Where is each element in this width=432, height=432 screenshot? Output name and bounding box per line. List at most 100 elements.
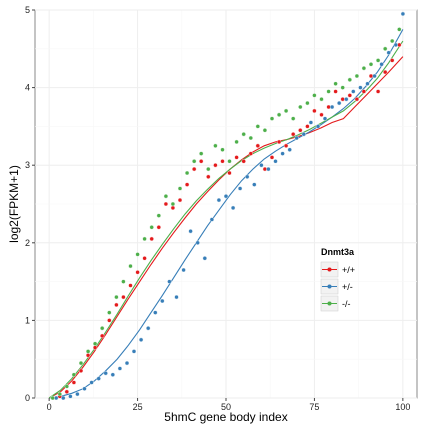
data-point xyxy=(287,147,292,152)
data-point xyxy=(153,310,158,315)
data-point xyxy=(92,345,98,350)
data-point xyxy=(234,155,239,160)
data-point xyxy=(393,42,398,48)
data-point xyxy=(298,104,303,110)
data-point xyxy=(283,143,289,149)
data-point xyxy=(315,124,321,129)
legend-label-minusminus: -/- xyxy=(342,299,351,309)
data-point xyxy=(103,371,108,376)
data-point xyxy=(68,394,73,399)
data-point xyxy=(379,62,384,67)
data-point xyxy=(223,193,229,199)
legend-title: Dnmt3a xyxy=(321,247,355,257)
data-point xyxy=(156,225,162,230)
data-point xyxy=(96,376,101,381)
data-point xyxy=(361,89,367,94)
data-point xyxy=(383,69,388,75)
data-point xyxy=(230,205,236,211)
data-point xyxy=(114,294,119,300)
data-point xyxy=(390,58,395,63)
data-point xyxy=(241,159,246,164)
data-point xyxy=(191,166,197,172)
data-point xyxy=(92,341,98,346)
data-point xyxy=(354,96,360,102)
data-point xyxy=(213,162,218,168)
data-point xyxy=(78,360,84,366)
data-point xyxy=(110,372,116,377)
data-point xyxy=(248,135,254,141)
data-point xyxy=(135,270,140,275)
data-point xyxy=(329,104,335,110)
data-point xyxy=(206,174,211,180)
data-point xyxy=(255,143,260,149)
data-point xyxy=(305,100,310,106)
data-point xyxy=(149,236,154,242)
data-point xyxy=(188,228,193,234)
data-point xyxy=(337,100,342,106)
data-point xyxy=(234,139,239,145)
data-point xyxy=(170,201,176,207)
data-point xyxy=(276,112,282,118)
data-point xyxy=(195,240,200,246)
data-point xyxy=(107,318,112,323)
data-point xyxy=(291,116,296,121)
data-point xyxy=(344,96,349,102)
trend-line xyxy=(49,29,404,399)
y-tick-label: 5 xyxy=(25,5,30,15)
data-point xyxy=(259,162,264,168)
data-point xyxy=(64,389,70,394)
data-point xyxy=(138,337,144,342)
data-point xyxy=(117,366,123,371)
data-point xyxy=(375,89,381,94)
data-point xyxy=(383,46,388,51)
data-point xyxy=(301,131,306,137)
x-axis-ticks: 0 25 50 75 100 xyxy=(47,398,410,412)
data-point xyxy=(294,135,299,141)
data-point xyxy=(273,159,278,164)
data-point xyxy=(209,217,215,222)
data-point xyxy=(386,50,391,55)
y-axis-title: log2(FPKM+1) xyxy=(7,165,21,243)
data-point xyxy=(149,225,154,230)
data-point xyxy=(142,236,147,242)
data-point xyxy=(50,395,55,401)
data-point xyxy=(114,302,119,308)
data-point xyxy=(397,27,402,32)
data-point xyxy=(227,159,232,164)
x-tick-label: 100 xyxy=(395,402,410,412)
data-point xyxy=(135,252,140,257)
data-point xyxy=(227,170,232,176)
data-point xyxy=(220,159,225,164)
data-point xyxy=(85,349,91,354)
data-point xyxy=(163,193,169,199)
data-point xyxy=(128,263,133,269)
data-point xyxy=(156,213,162,218)
data-point xyxy=(368,73,374,79)
data-point xyxy=(400,11,406,17)
data-point xyxy=(131,349,137,354)
data-point xyxy=(107,310,112,315)
data-point xyxy=(170,205,176,211)
data-point xyxy=(390,38,395,44)
data-point xyxy=(206,166,211,172)
data-point xyxy=(340,85,345,90)
data-point xyxy=(71,380,77,385)
data-point xyxy=(198,151,204,156)
x-axis-title: 5hmC gene body index xyxy=(164,410,287,424)
data-point xyxy=(269,155,275,160)
x-tick-label: 50 xyxy=(221,402,231,412)
data-point xyxy=(361,65,367,71)
legend: Dnmt3a +/+ +/- -/- xyxy=(320,247,355,312)
data-point xyxy=(177,186,183,191)
data-point xyxy=(333,81,338,86)
data-point xyxy=(368,62,374,67)
y-tick-label: 4 xyxy=(25,83,30,93)
y-tick-label: 1 xyxy=(25,315,30,325)
data-point xyxy=(181,267,186,273)
data-point xyxy=(61,395,66,401)
data-point xyxy=(252,182,257,187)
y-tick-label: 2 xyxy=(25,238,30,248)
y-tick-label: 0 xyxy=(25,393,30,403)
data-point xyxy=(57,391,62,397)
